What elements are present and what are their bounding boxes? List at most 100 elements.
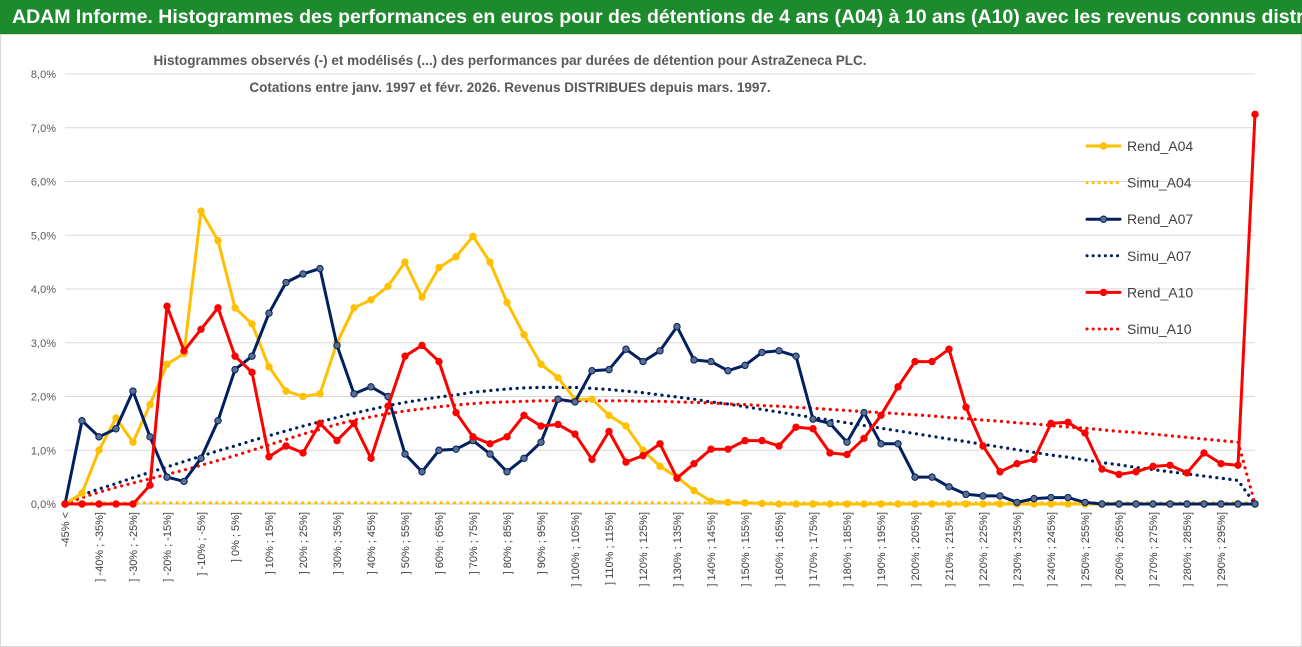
data-point <box>129 387 137 395</box>
data-point <box>724 367 732 375</box>
data-point <box>945 345 953 353</box>
chart-title-line-2: Cotations entre janv. 1997 et févr. 2026… <box>249 80 770 95</box>
data-point <box>1234 500 1242 508</box>
data-point <box>605 365 613 374</box>
data-point <box>1251 110 1259 119</box>
series-Rend_A07 <box>61 264 1259 508</box>
data-point <box>231 352 239 360</box>
data-point <box>894 383 902 391</box>
data-point <box>809 425 817 433</box>
data-point <box>707 497 715 506</box>
data-point <box>707 445 715 453</box>
data-point <box>554 420 562 429</box>
data-point <box>95 433 103 441</box>
data-point <box>979 492 987 500</box>
legend: Rend_A04 Simu_A04 Rend_A07 Simu_A07 Rend_A10… <box>1085 138 1193 337</box>
data-point <box>877 440 885 448</box>
data-point <box>299 270 307 278</box>
data-point <box>503 298 511 307</box>
data-point <box>299 449 307 457</box>
data-point <box>843 450 851 459</box>
legend-label: Simu_A04 <box>1127 175 1192 191</box>
x-tick-label: ] 260% ; 265%] <box>1114 512 1126 587</box>
data-point <box>265 309 273 317</box>
x-tick-label: ] 130% ; 135%] <box>672 512 684 587</box>
data-point <box>877 411 885 420</box>
y-tick-label: 1,0% <box>31 445 56 457</box>
data-point <box>333 436 341 445</box>
x-tick-label: ] 280% ; 285%] <box>1182 512 1194 587</box>
y-tick-label: 5,0% <box>31 230 56 242</box>
x-tick-label: ] 250% ; 255%] <box>1080 512 1092 587</box>
y-tick-label: 4,0% <box>31 284 56 296</box>
data-point <box>282 387 290 395</box>
data-point <box>622 345 630 353</box>
legend-item-Rend_A07: Rend_A07 <box>1085 211 1193 227</box>
x-tick-label: ] 240% ; 245%] <box>1046 512 1058 587</box>
data-point <box>486 440 494 448</box>
data-point <box>1115 470 1123 479</box>
data-point <box>758 348 766 357</box>
data-point <box>843 500 851 508</box>
data-point <box>1217 459 1225 468</box>
data-point <box>656 462 664 471</box>
data-point <box>435 263 443 272</box>
x-tick-label: ] 110% ; 115%] <box>604 512 616 585</box>
data-point <box>384 402 392 410</box>
data-point <box>639 357 647 366</box>
legend-item-Rend_A04: Rend_A04 <box>1085 138 1193 154</box>
data-point <box>1081 429 1089 437</box>
data-point <box>741 499 749 507</box>
y-tick-label: 8,0% <box>31 69 56 81</box>
data-point <box>452 253 460 261</box>
data-point <box>826 449 834 457</box>
x-tick-label: ] 60% ; 65%] <box>434 512 446 574</box>
data-point <box>316 264 324 273</box>
data-point <box>1149 500 1157 508</box>
data-point <box>1047 493 1055 502</box>
data-point <box>945 483 953 491</box>
data-point <box>537 360 545 368</box>
data-point <box>639 451 647 460</box>
data-point <box>78 489 86 497</box>
banner-title: ADAM Informe. Histogrammes des performan… <box>0 0 1302 34</box>
data-point <box>1013 459 1021 468</box>
data-point <box>792 423 800 431</box>
data-point <box>741 436 749 445</box>
y-tick-label: 7,0% <box>31 123 56 135</box>
data-point <box>537 438 545 446</box>
data-point <box>928 500 936 508</box>
data-point <box>928 473 936 481</box>
legend-item-Rend_A10: Rend_A10 <box>1085 284 1193 300</box>
chart-area <box>0 34 1302 647</box>
x-tick-label: ] 90% ; 95%] <box>536 512 548 574</box>
data-point <box>418 341 426 350</box>
data-point <box>1234 461 1242 469</box>
series-Rend_A10 <box>61 110 1259 508</box>
legend-label: Simu_A10 <box>1127 321 1192 337</box>
x-tick-label: ] 40% ; 45%] <box>366 512 378 574</box>
data-point <box>758 499 766 508</box>
x-tick-label: ] 70% ; 75%] <box>468 512 480 574</box>
data-point <box>1081 498 1089 507</box>
data-point <box>911 473 919 481</box>
data-point <box>809 415 817 423</box>
data-point <box>435 446 443 454</box>
x-tick-label: ] 200% ; 205%] <box>910 512 922 587</box>
data-point <box>894 500 902 508</box>
data-point <box>469 232 477 241</box>
x-tick-label: ] 140% ; 145%] <box>706 512 718 587</box>
x-tick-label: ] -20% ; -15%] <box>162 512 174 582</box>
data-point <box>826 500 834 508</box>
data-point <box>1200 500 1208 508</box>
y-tick-label: 3,0% <box>31 338 56 350</box>
data-point <box>146 433 154 441</box>
data-point <box>588 367 596 375</box>
data-point <box>95 446 103 454</box>
data-point <box>214 304 222 312</box>
data-point <box>1183 469 1191 477</box>
data-point <box>299 392 307 401</box>
data-point <box>571 398 579 406</box>
x-tick-label: ] -10% ; -5%] <box>196 512 208 576</box>
series-line-Simu_A10 <box>63 399 1257 506</box>
